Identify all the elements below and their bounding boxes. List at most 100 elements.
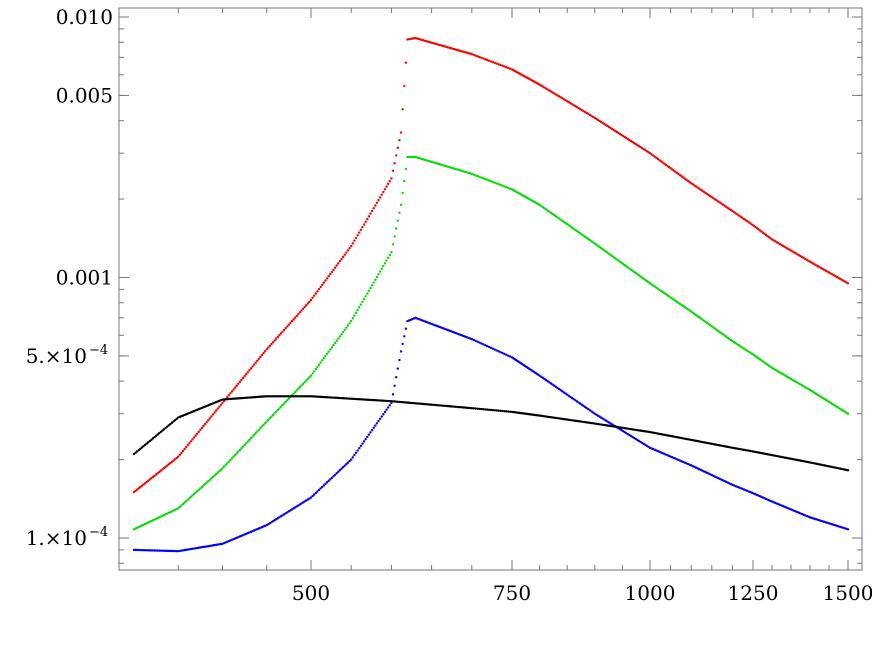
data-point (322, 356, 326, 360)
data-point (147, 441, 150, 444)
data-point (137, 448, 140, 452)
data-point (188, 497, 191, 500)
data-point (192, 436, 196, 439)
data-point (197, 430, 200, 433)
data-point (238, 448, 242, 452)
data-point (145, 442, 148, 445)
data-point (391, 169, 395, 173)
data-point (353, 314, 356, 317)
data-point (275, 337, 278, 340)
data-point (200, 485, 204, 489)
series-1 (132, 36, 850, 494)
data-point (377, 419, 380, 423)
data-point (170, 421, 174, 424)
data-point (487, 179, 491, 182)
data-point (227, 394, 231, 397)
data-point (358, 231, 361, 234)
data-point (222, 465, 226, 468)
data-point (489, 346, 493, 350)
data-point (346, 249, 350, 252)
data-point (383, 188, 387, 191)
data-point (150, 438, 153, 441)
data-point (216, 407, 219, 410)
data-point (287, 323, 291, 326)
data-point (399, 350, 403, 353)
data-point (474, 54, 477, 57)
data-point (208, 478, 212, 482)
data-point (192, 492, 196, 496)
data-point (325, 277, 329, 280)
data-point (330, 476, 334, 479)
data-point (232, 455, 235, 458)
data-point (194, 491, 197, 494)
data-point (221, 467, 224, 470)
data-point (268, 417, 272, 420)
data-point (356, 449, 359, 452)
data-point (282, 402, 286, 405)
data-point (404, 327, 408, 330)
data-point (202, 484, 205, 487)
data-point (311, 494, 314, 498)
data-point (354, 236, 358, 240)
data-point (140, 446, 144, 449)
data-point (265, 420, 268, 423)
data-point (298, 385, 302, 389)
data-point (134, 451, 137, 454)
data-point (270, 415, 273, 418)
data-point (332, 475, 335, 478)
data-point (369, 431, 372, 434)
data-point (295, 389, 298, 392)
data-point (321, 359, 324, 362)
data-point (203, 422, 207, 426)
data-point (345, 251, 348, 254)
data-point (503, 409, 506, 413)
data-point (345, 326, 348, 329)
data-point (506, 354, 510, 357)
data-point (382, 190, 385, 194)
data-point (351, 317, 355, 320)
data-point (260, 353, 264, 357)
data-point (497, 409, 500, 412)
data-point (353, 239, 356, 242)
data-point (256, 359, 259, 363)
data-point (219, 403, 223, 407)
series-4 (132, 395, 850, 472)
data-point (472, 173, 475, 176)
data-point (199, 428, 202, 432)
data-point (214, 409, 218, 412)
data-point (335, 472, 338, 475)
data-point (238, 380, 242, 384)
data-point (396, 219, 400, 222)
data-point (251, 365, 254, 368)
data-point (404, 167, 408, 171)
data-point (132, 452, 136, 456)
data-point (372, 281, 375, 284)
data-point (482, 177, 485, 180)
plot-frame (118, 7, 863, 571)
data-point (350, 319, 353, 323)
data-point (317, 363, 321, 366)
data-point (240, 447, 243, 450)
data-point (495, 62, 498, 65)
data-point (276, 335, 280, 339)
data-point (364, 295, 367, 298)
data-point (393, 161, 396, 165)
data-point (366, 435, 369, 439)
data-point (383, 410, 387, 414)
data-point (377, 273, 380, 276)
data-point (846, 469, 850, 472)
data-point (153, 435, 156, 439)
data-point (390, 251, 393, 254)
data-point (503, 65, 506, 68)
data-point (235, 384, 238, 387)
series-3 (132, 316, 850, 553)
data-point (262, 351, 265, 355)
data-point (251, 435, 254, 438)
x-tick-labels: 500 750 1000 1250 1500 (292, 581, 872, 605)
data-point (499, 183, 502, 187)
data-point (378, 196, 382, 199)
data-point (270, 342, 273, 346)
data-point (395, 154, 398, 157)
data-point (230, 457, 234, 460)
data-point (369, 212, 372, 215)
